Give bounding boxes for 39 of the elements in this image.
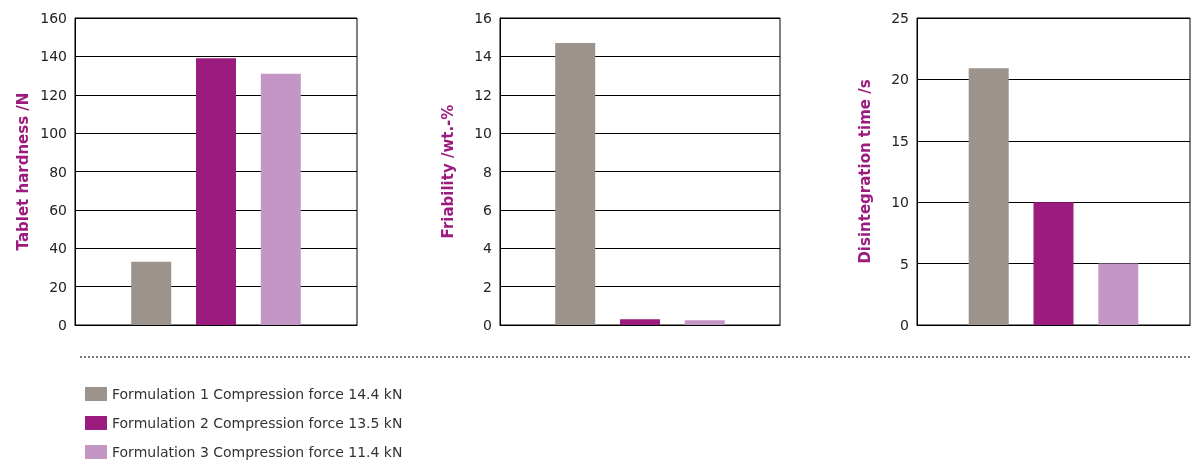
y-tick-label: 10 [474, 125, 492, 142]
legend-label: Formulation 2 Compression force 13.5 kN [112, 415, 403, 431]
y-tick-label: 15 [891, 132, 909, 149]
y-tick-label: 2 [483, 278, 492, 295]
bar [555, 42, 596, 325]
bar [684, 320, 725, 325]
y-tick-label: 100 [40, 125, 67, 142]
legend-label: Formulation 1 Compression force 14.4 kN [112, 386, 403, 402]
legend-label: Formulation 3 Compression force 11.4 kN [112, 444, 403, 460]
bar [968, 68, 1009, 325]
y-tick-label: 160 [40, 10, 67, 26]
y-tick-label: 4 [483, 240, 493, 257]
y-tick-label: 12 [474, 86, 492, 103]
y-tick-label: 25 [891, 10, 909, 26]
y-axis-title: Disintegration time /s [855, 79, 874, 264]
y-tick-label: 16 [474, 10, 493, 26]
y-tick-label: 40 [49, 240, 67, 257]
bar [196, 58, 236, 325]
y-tick-label: 0 [900, 317, 909, 333]
y-tick-label: 140 [40, 48, 67, 65]
bar [131, 261, 172, 325]
y-tick-label: 5 [900, 255, 909, 272]
y-axis-title: Tablet hardness /N [13, 92, 32, 251]
bar [620, 319, 660, 325]
y-tick-label: 60 [49, 201, 67, 218]
y-tick-label: 0 [58, 317, 67, 333]
y-axis-title: Friability /wt.-% [438, 104, 457, 239]
bar [1033, 202, 1074, 325]
y-tick-label: 120 [40, 86, 67, 103]
y-tick-label: 6 [483, 201, 493, 218]
y-tick-label: 20 [891, 71, 909, 88]
y-tick-label: 0 [483, 317, 492, 333]
y-tick-label: 8 [483, 163, 492, 180]
bar [1098, 263, 1139, 325]
y-tick-label: 14 [474, 48, 493, 65]
y-tick-label: 10 [891, 194, 909, 211]
y-tick-label: 20 [49, 278, 67, 295]
y-tick-label: 80 [49, 163, 67, 180]
bar [260, 73, 301, 325]
